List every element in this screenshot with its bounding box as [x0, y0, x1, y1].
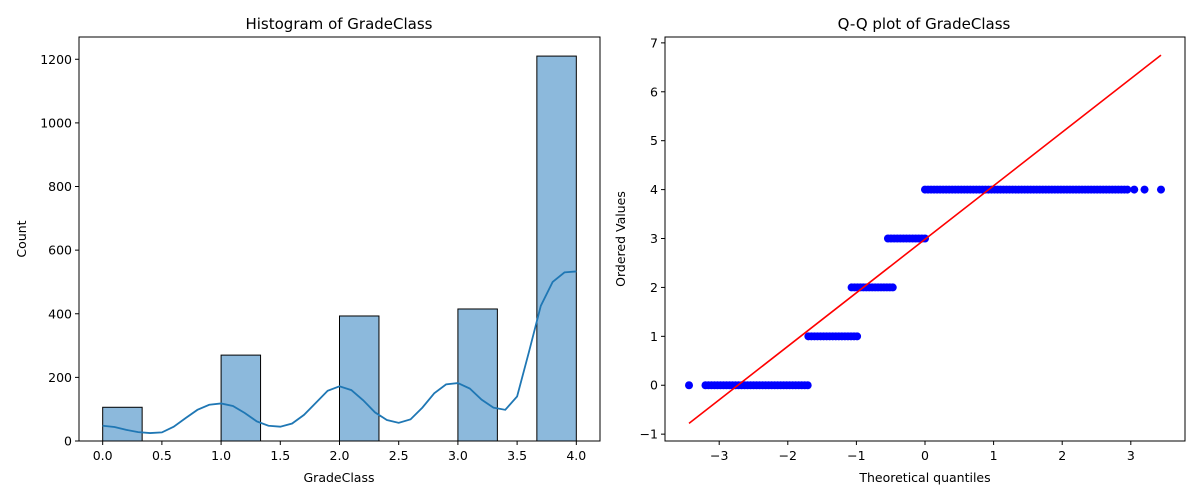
- histogram-bar: [102, 406, 143, 442]
- qq-plot-point: [1123, 185, 1132, 194]
- histogram-panel: Histogram of GradeClass 0.0 0.5 1.0 1.5 2.0 2…: [14, 15, 601, 485]
- histogram-bars: [102, 55, 577, 442]
- histogram-bar: [457, 308, 498, 442]
- histogram-kde-line: [102, 270, 577, 434]
- qq-plot-point: [1156, 185, 1165, 194]
- qq-plot-point: [685, 381, 694, 390]
- histogram-y-label: Count: [14, 220, 29, 257]
- histogram-bar: [220, 354, 262, 442]
- histogram-y-tick-label: 600: [48, 243, 72, 258]
- qq-plot-x-tick-label: 3: [1127, 448, 1135, 463]
- qq-plot-y-tick-label: 0: [650, 378, 658, 393]
- qq-plot-point: [1130, 185, 1139, 194]
- qq-plot-point: [1140, 185, 1149, 194]
- qq-plot-x-tick-label: 1: [990, 448, 998, 463]
- qq-plot-axes-frame: [664, 36, 1186, 442]
- histogram-x-tick-label: 4.0: [566, 448, 586, 463]
- qq-plot-y-tick-label: 4: [650, 182, 658, 197]
- histogram-x-label: GradeClass: [304, 470, 375, 485]
- histogram-x-tick-label: 3.0: [448, 448, 468, 463]
- qq-plot-x-tick-label: 0: [921, 448, 929, 463]
- qq-plot-ticks: −3 −2 −1 0 1 2 3 −1 0 1 2 3 4 5 6 7: [640, 35, 1135, 463]
- histogram-y-tick-label: 1000: [40, 115, 72, 130]
- qq-plot-x-tick-label: 2: [1058, 448, 1066, 463]
- histogram-x-tick-label: 0.5: [152, 448, 172, 463]
- histogram-y-tick-label: 800: [48, 179, 72, 194]
- histogram-x-tick-label: 1.0: [211, 448, 231, 463]
- qq-plot-title: Q-Q plot of GradeClass: [838, 15, 1011, 33]
- histogram-x-tick-label: 2.0: [330, 448, 350, 463]
- qq-plot-point: [853, 332, 862, 341]
- qq-plot-fit-line: [688, 54, 1162, 425]
- histogram-x-tick-label: 0.0: [93, 448, 113, 463]
- qq-plot-y-tick-label: 3: [650, 231, 658, 246]
- qq-plot-point: [803, 381, 812, 390]
- histogram-y-tick-label: 1200: [40, 52, 72, 67]
- histogram-y-tick-label: 0: [64, 434, 72, 449]
- histogram-x-tick-label: 1.5: [270, 448, 290, 463]
- qq-plot-y-tick-label: 6: [650, 84, 658, 99]
- qq-plot-x-tick-label: −3: [710, 448, 728, 463]
- qq-plot-x-tick-label: −2: [779, 448, 797, 463]
- histogram-y-tick-label: 200: [48, 370, 72, 385]
- histogram-title: Histogram of GradeClass: [245, 15, 432, 33]
- histogram-x-tick-label: 3.5: [507, 448, 527, 463]
- qq-plot-y-label: Ordered Values: [613, 191, 628, 287]
- histogram-ticks: 0.0 0.5 1.0 1.5 2.0 2.5 3.0 3.5 4.0 0 200 400 600 800…: [40, 52, 586, 463]
- histogram-bar: [536, 55, 577, 442]
- histogram-bar: [339, 315, 380, 442]
- qq-plot-y-tick-label: 1: [650, 329, 658, 344]
- qq-plot-x-label: Theoretical quantiles: [858, 470, 990, 485]
- qq-plot-y-tick-label: −1: [640, 427, 658, 442]
- histogram-y-tick-label: 400: [48, 306, 72, 321]
- qq-plot-panel: Q-Q plot of GradeClass −3 −2 −1 0 1 2 3 −1 0 1 2 3 4…: [613, 15, 1186, 485]
- qq-plot-x-tick-label: −1: [847, 448, 865, 463]
- histogram-axes-frame: [78, 36, 601, 442]
- qq-plot-points: [685, 185, 1165, 390]
- qq-plot-point: [888, 283, 897, 292]
- qq-plot-y-tick-label: 7: [650, 35, 658, 50]
- qq-plot-y-tick-label: 5: [650, 133, 658, 148]
- qq-plot-y-tick-label: 2: [650, 280, 658, 295]
- histogram-x-tick-label: 2.5: [389, 448, 409, 463]
